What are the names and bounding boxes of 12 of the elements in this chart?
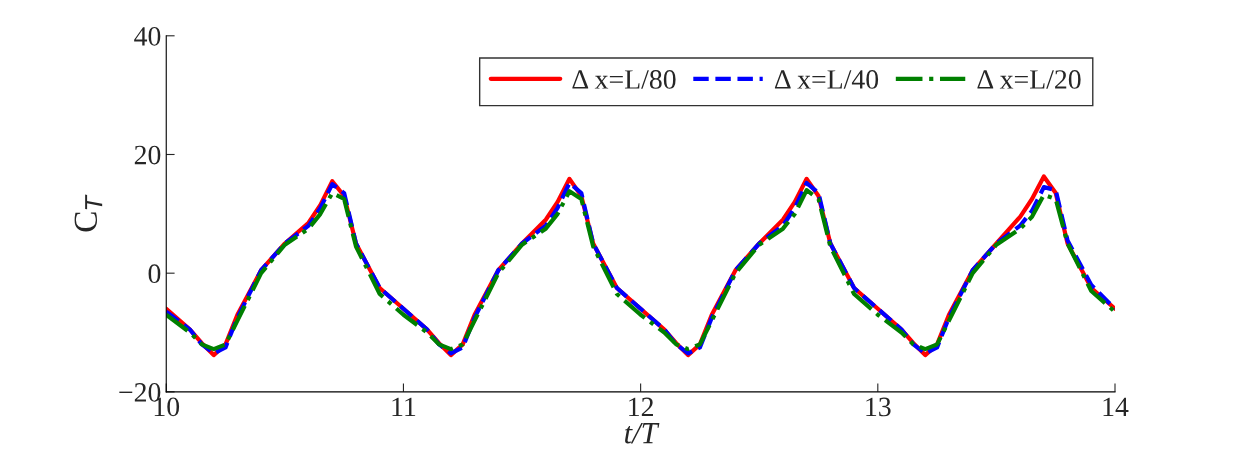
y-tick-label: 0 [148, 264, 161, 284]
x-tick-label: 11 [392, 397, 416, 417]
legend-label: Δ x=L/80 [572, 70, 676, 89]
x-tick-label: 13 [866, 397, 891, 417]
legend-label: Δ x=L/20 [977, 70, 1081, 89]
x-tick-label: 14 [1103, 397, 1129, 417]
y-axis-title: C$_{T}$ [74, 194, 103, 232]
y-tick-label: 40 [134, 26, 161, 46]
legend-label: Δ x=L/40 [774, 70, 879, 89]
y-tick-label: 20 [134, 145, 161, 165]
x-tick-label: 12 [629, 397, 653, 417]
x-axis-title: t/T [624, 422, 660, 444]
